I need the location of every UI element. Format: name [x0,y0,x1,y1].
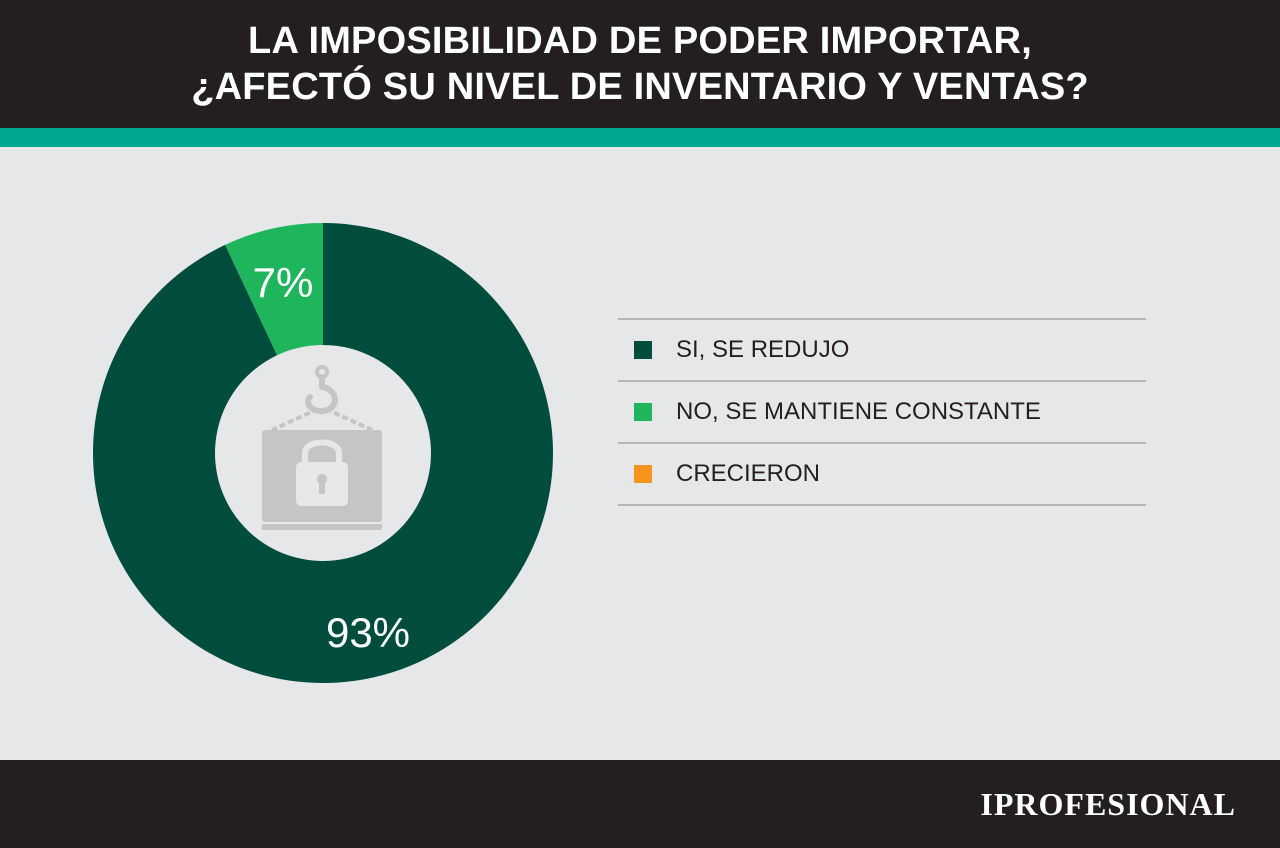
legend-label: NO, SE MANTIENE CONSTANTE [676,398,1041,425]
legend-item: NO, SE MANTIENE CONSTANTE [618,380,1146,442]
accent-band [0,128,1280,147]
donut-slice-1 [92,223,554,683]
chart-title-line-2: ¿AFECTÓ SU NIVEL DE INVENTARIO Y VENTAS? [191,66,1089,108]
chart-area: 93% 7% SI, SE REDUJO NO, SE MANTIENE CONST… [0,147,1280,760]
brand-logo: IPROFESIONAL [980,786,1236,822]
locked-container-icon [262,365,382,530]
legend-item: CRECIERON [618,442,1146,506]
legend-swatch [634,465,652,483]
legend: SI, SE REDUJO NO, SE MANTIENE CONSTANTE CR… [618,318,1146,506]
legend-item: SI, SE REDUJO [618,318,1146,380]
slice-label-1: 93% [326,609,410,656]
legend-swatch [634,341,652,359]
footer-bar: IPROFESIONAL [0,760,1280,848]
legend-label: SI, SE REDUJO [676,336,850,363]
chart-title-line-1: LA IMPOSIBILIDAD DE PODER IMPORTAR, [248,20,1032,62]
donut-chart: 93% 7% [92,223,554,683]
legend-swatch [634,403,652,421]
donut-slice-2 [225,223,323,356]
header-bar: LA IMPOSIBILIDAD DE PODER IMPORTAR, ¿AFE… [0,0,1280,128]
slice-label-2: 7% [253,259,314,306]
legend-label: CRECIERON [676,460,821,487]
